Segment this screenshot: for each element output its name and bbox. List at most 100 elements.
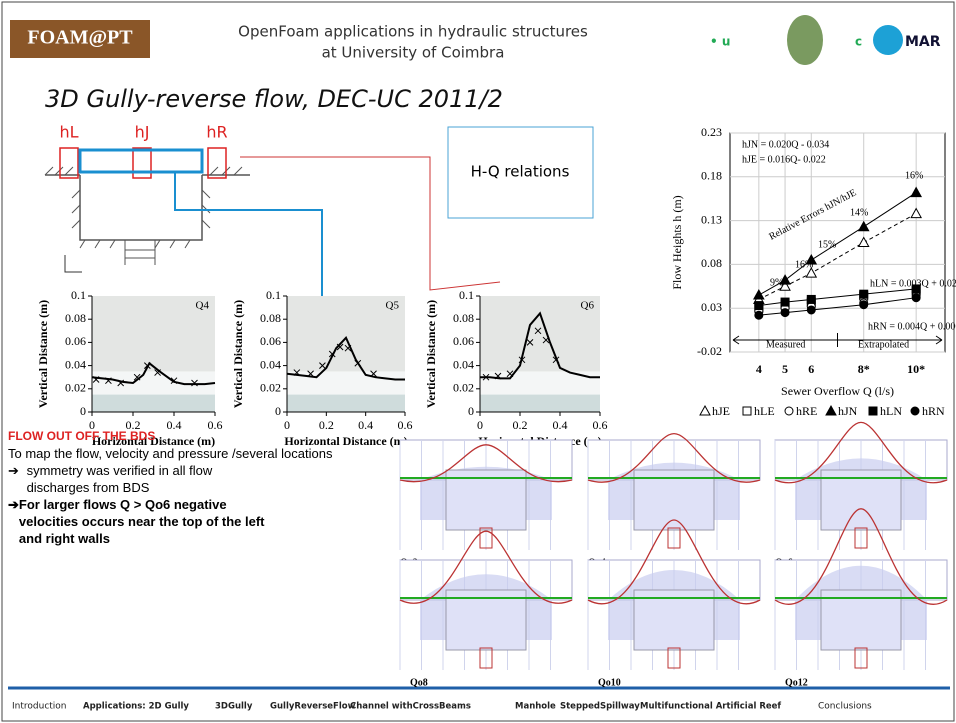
text-heading: FLOW OUT OFF THE BDS <box>8 429 156 443</box>
x-axis-label: Sewer Overflow Q (l/s) <box>781 384 894 398</box>
hl-box <box>59 147 79 179</box>
x-tick-label: 8* <box>858 362 870 376</box>
logo-icon: • u <box>710 35 730 49</box>
cross-point <box>328 350 336 358</box>
callout: H-Q relations <box>471 163 570 181</box>
nav-item: Applications: 2D Gully <box>83 702 189 712</box>
annotation: 16% <box>905 170 923 181</box>
y-tick-label: 0.06 <box>453 334 474 348</box>
y-tick-label: 0 <box>468 404 474 418</box>
y-axis-label: Vertical Distance (m) <box>231 300 245 408</box>
nav-item: 3DGully <box>215 702 253 712</box>
x-tick-label: 0.6 <box>398 418 413 432</box>
gully-body <box>445 589 527 651</box>
legend-label: hLN <box>880 404 902 418</box>
cross-point <box>494 372 502 380</box>
cross-point <box>170 377 178 385</box>
bullet-text: symmetry was verified in all flow discha… <box>26 463 213 495</box>
cross-point <box>191 379 198 387</box>
cross-point <box>552 356 560 364</box>
legend-label: hJN <box>838 404 858 418</box>
x-tick-label: 0.6 <box>208 418 223 432</box>
nav-item: Introduction <box>12 702 67 712</box>
y-tick-label: 0.18 <box>701 169 722 183</box>
annotation: Extrapolated <box>858 339 909 350</box>
connector <box>174 172 323 322</box>
y-tick-label: 0.02 <box>260 381 281 395</box>
cross-point <box>482 373 490 381</box>
hr-box <box>207 147 227 179</box>
legend-label: hLE <box>754 404 775 418</box>
plot-label: Qo10 <box>598 677 621 688</box>
gully-diagram <box>44 166 250 273</box>
y-tick-label: 0.23 <box>701 125 722 139</box>
annotation: 15% <box>818 239 836 250</box>
x-tick-label: 4 <box>756 362 762 376</box>
velocity-curve <box>399 530 573 604</box>
gully-outlet <box>479 647 493 669</box>
y-tick-label: 0.13 <box>701 212 722 226</box>
cross-point <box>293 369 301 376</box>
plot-label: Qo12 <box>785 677 808 688</box>
velocity-curve <box>399 444 573 483</box>
plot-frame <box>729 132 946 353</box>
y-tick-label: -0.02 <box>697 344 722 358</box>
velocity-curve <box>587 432 761 483</box>
gully-body <box>633 589 715 651</box>
point <box>806 294 816 304</box>
annotation: hJN = 0.020Q - 0.034 <box>742 139 829 150</box>
jet-box <box>78 148 204 174</box>
velocity-curve <box>774 421 948 484</box>
gully-outlet <box>667 647 681 669</box>
gully-outlet <box>854 527 868 549</box>
annotation: Measured <box>766 339 805 350</box>
annotation: hJE = 0.016Q- 0.022 <box>742 154 826 165</box>
y-tick-label: 0.08 <box>701 256 722 270</box>
annotation: Relative Errors hJN/hJE <box>767 187 858 242</box>
nav-item: Channel withCrossBeams <box>350 702 471 712</box>
annotation: 16% <box>795 259 813 270</box>
y-tick-label: 0 <box>80 404 86 418</box>
cross-point <box>154 369 161 376</box>
point <box>780 297 790 307</box>
annotation: 14% <box>850 207 868 218</box>
legend-marker <box>868 406 878 416</box>
mare-icon <box>873 25 903 55</box>
nav-item: GullyReverseFlow <box>270 702 356 712</box>
annotation: 9% <box>770 277 783 288</box>
cross-point <box>336 343 344 351</box>
velocity-curve <box>774 508 948 605</box>
legend-label: hRE <box>796 404 817 418</box>
cross-point <box>117 379 125 387</box>
point <box>911 284 921 294</box>
legend-marker <box>825 404 837 416</box>
gully-outlet <box>667 527 681 549</box>
diagram-label: hJ <box>135 123 150 142</box>
axis <box>91 296 215 413</box>
x-tick-label: 0.4 <box>553 418 568 432</box>
header-title: OpenFoam applications in hydraulic struc… <box>238 23 588 41</box>
flow-image <box>92 394 215 412</box>
cross-point <box>133 373 141 381</box>
flow-image <box>287 394 405 412</box>
logo-box <box>10 20 150 58</box>
bullet-text: For larger flows Q > Qo6 negative veloci… <box>18 497 265 546</box>
axis <box>286 296 405 413</box>
y-tick-label: 0.03 <box>701 300 722 314</box>
x-tick-label: 0.4 <box>358 418 373 432</box>
y-tick-label: 0.1 <box>266 288 281 302</box>
text-block: FLOW OUT OFF THE BDS To map the flow, ve… <box>8 428 393 547</box>
x-tick-label: 0 <box>477 418 483 432</box>
cross-point <box>105 377 112 385</box>
cross-point <box>344 344 352 352</box>
point <box>859 300 869 310</box>
y-tick-label: 0.08 <box>453 311 474 325</box>
bullet: ➔ symmetry was verified in all flow disch… <box>8 462 268 496</box>
cross-point <box>370 370 377 378</box>
x-tick-label: 0.6 <box>593 418 608 432</box>
university-seal <box>787 15 823 65</box>
x-tick-label: 6 <box>808 362 814 376</box>
x-tick-label: 0 <box>89 418 95 432</box>
point <box>910 207 923 219</box>
